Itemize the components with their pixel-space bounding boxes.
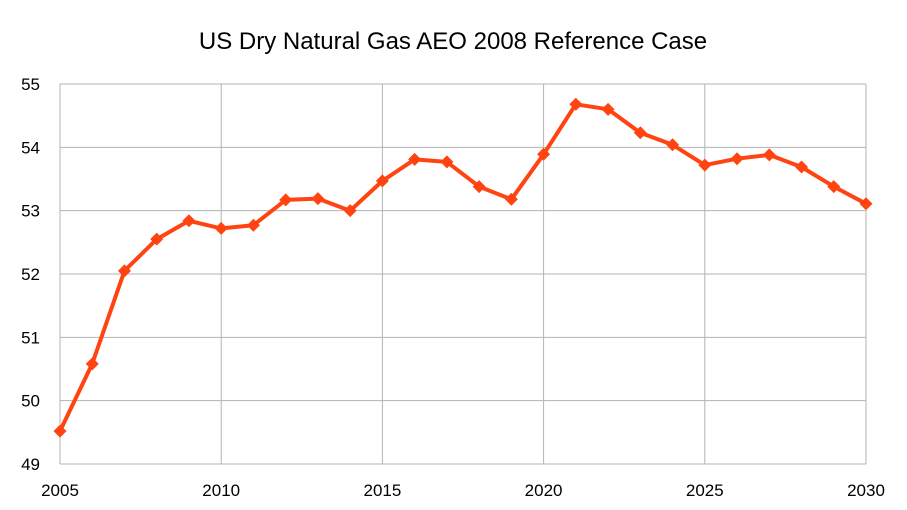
data-point-marker bbox=[666, 138, 680, 152]
data-point-marker bbox=[85, 357, 99, 371]
data-point-marker bbox=[246, 218, 260, 232]
data-point-marker bbox=[504, 192, 518, 206]
x-tick-label: 2030 bbox=[847, 481, 885, 500]
data-point-marker bbox=[698, 158, 712, 172]
data-point-marker bbox=[182, 214, 196, 228]
data-point-marker bbox=[859, 197, 873, 211]
y-tick-label: 50 bbox=[21, 392, 40, 411]
x-tick-label: 2010 bbox=[202, 481, 240, 500]
x-axis-tick-labels: 2005 2010 2015 2020 2025 2030 bbox=[41, 481, 885, 500]
data-point-marker bbox=[762, 148, 776, 162]
x-tick-label: 2005 bbox=[41, 481, 79, 500]
data-point-marker bbox=[569, 97, 583, 111]
data-point-marker bbox=[117, 264, 131, 278]
data-point-marker bbox=[343, 204, 357, 218]
data-point-marker bbox=[375, 174, 389, 188]
x-tick-label: 2025 bbox=[686, 481, 724, 500]
data-point-marker bbox=[440, 155, 454, 169]
data-point-marker bbox=[311, 192, 325, 206]
series-line bbox=[58, 102, 867, 432]
data-point-marker bbox=[472, 180, 486, 194]
y-tick-label: 53 bbox=[21, 202, 40, 221]
y-tick-label: 54 bbox=[21, 138, 40, 157]
y-tick-label: 55 bbox=[21, 75, 40, 94]
data-point-marker bbox=[150, 232, 164, 246]
data-point-marker bbox=[633, 126, 647, 140]
x-tick-label: 2015 bbox=[363, 481, 401, 500]
data-point-marker bbox=[795, 160, 809, 174]
data-point-marker bbox=[53, 424, 67, 438]
chart-title: US Dry Natural Gas AEO 2008 Reference Ca… bbox=[199, 28, 707, 55]
y-tick-label: 51 bbox=[21, 328, 40, 347]
data-point-marker bbox=[601, 102, 615, 116]
data-point-marker bbox=[827, 180, 841, 194]
data-point-marker bbox=[730, 152, 744, 166]
y-tick-label: 49 bbox=[21, 455, 40, 474]
data-point-marker bbox=[279, 193, 293, 207]
data-point-marker bbox=[408, 152, 422, 166]
data-point-marker bbox=[214, 221, 228, 235]
x-tick-label: 2020 bbox=[525, 481, 563, 500]
y-tick-label: 52 bbox=[21, 265, 40, 284]
y-axis-tick-labels: 49 50 51 52 53 54 55 bbox=[21, 75, 40, 474]
data-point-marker bbox=[537, 147, 551, 161]
data-series bbox=[53, 97, 873, 438]
gridlines bbox=[59, 83, 867, 465]
